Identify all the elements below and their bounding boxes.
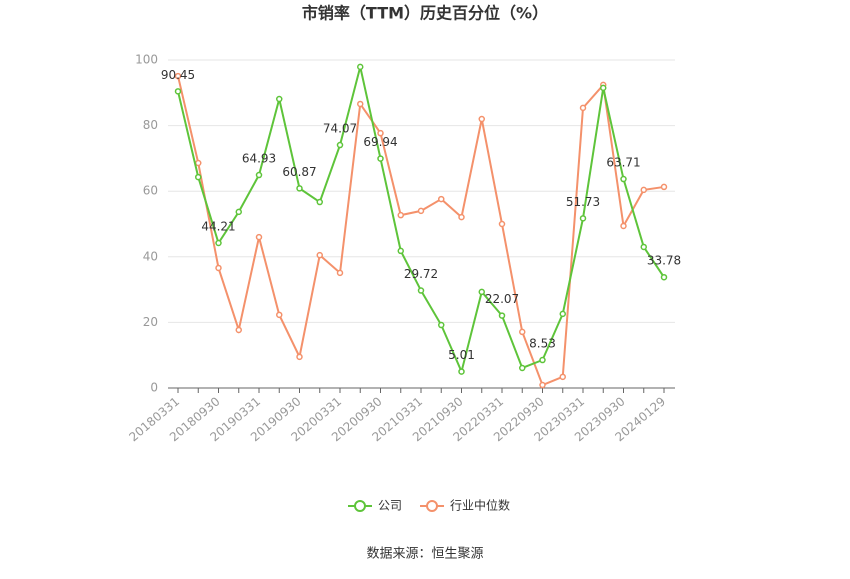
data-label: 29.72 — [404, 267, 438, 281]
point — [255, 171, 263, 179]
point — [336, 141, 344, 149]
y-tick-label: 100 — [135, 53, 158, 67]
point — [458, 213, 465, 221]
point — [640, 186, 647, 194]
point — [498, 312, 506, 319]
point — [579, 215, 587, 222]
point — [620, 175, 627, 183]
point — [660, 273, 668, 281]
point — [438, 195, 445, 203]
point — [417, 287, 425, 294]
y-tick-label: 60 — [143, 184, 158, 198]
data-label: 69.94 — [363, 135, 397, 149]
point — [559, 373, 566, 381]
data-label: 5.01 — [448, 348, 475, 362]
point — [357, 63, 364, 71]
point — [600, 84, 607, 92]
point — [377, 129, 384, 137]
data-label: 74.07 — [323, 122, 357, 136]
point — [458, 368, 465, 375]
point — [478, 288, 485, 296]
source: 数据来源：恒生聚源 — [366, 547, 483, 562]
point — [215, 264, 222, 272]
point — [276, 311, 283, 319]
data-label: 60.87 — [282, 165, 316, 179]
point — [336, 269, 344, 277]
legend-item[interactable]: 公司 — [348, 499, 402, 513]
y-tick-label: 0 — [150, 381, 158, 395]
point — [357, 100, 364, 108]
series-line — [177, 75, 665, 387]
y-tick-label: 40 — [143, 249, 158, 263]
point — [235, 208, 242, 216]
data-label: 33.78 — [647, 254, 681, 268]
point — [438, 321, 445, 329]
point — [640, 243, 647, 251]
point — [417, 207, 425, 215]
point — [174, 88, 182, 95]
point — [316, 198, 323, 206]
point — [559, 310, 566, 318]
data-label: 8.53 — [529, 337, 556, 351]
legend-item[interactable]: 行业中位数 — [420, 498, 510, 513]
point — [377, 155, 384, 162]
point — [255, 233, 263, 241]
legend-marker — [354, 500, 366, 512]
point — [397, 211, 404, 219]
point — [579, 104, 587, 112]
legend-label: 公司 — [378, 499, 402, 513]
legend-marker — [426, 500, 439, 512]
point — [235, 326, 242, 334]
chart-title: 市销率（TTM）历史百分位（%） — [302, 4, 548, 23]
point — [316, 251, 323, 259]
point — [478, 115, 485, 123]
point — [620, 222, 627, 230]
point — [539, 381, 546, 389]
point — [519, 328, 526, 336]
point — [276, 95, 283, 103]
data-label: 64.93 — [242, 152, 276, 166]
point — [174, 72, 182, 80]
data-label: 63.71 — [606, 156, 640, 170]
point — [397, 247, 404, 255]
point — [195, 159, 202, 167]
data-label: 51.73 — [566, 195, 600, 209]
point — [215, 239, 222, 247]
point — [296, 185, 303, 192]
legend-label: 行业中位数 — [450, 498, 510, 513]
point — [539, 356, 546, 364]
point — [195, 173, 202, 181]
series-line — [177, 66, 665, 375]
data-label: 22.07 — [485, 292, 519, 306]
point — [660, 183, 668, 191]
y-tick-label: 80 — [143, 118, 158, 132]
y-tick-label: 20 — [143, 315, 158, 329]
data-label: 44.21 — [201, 219, 235, 233]
data-label: 90.45 — [161, 68, 195, 82]
point — [296, 353, 303, 361]
point — [519, 364, 526, 372]
point — [498, 220, 506, 228]
